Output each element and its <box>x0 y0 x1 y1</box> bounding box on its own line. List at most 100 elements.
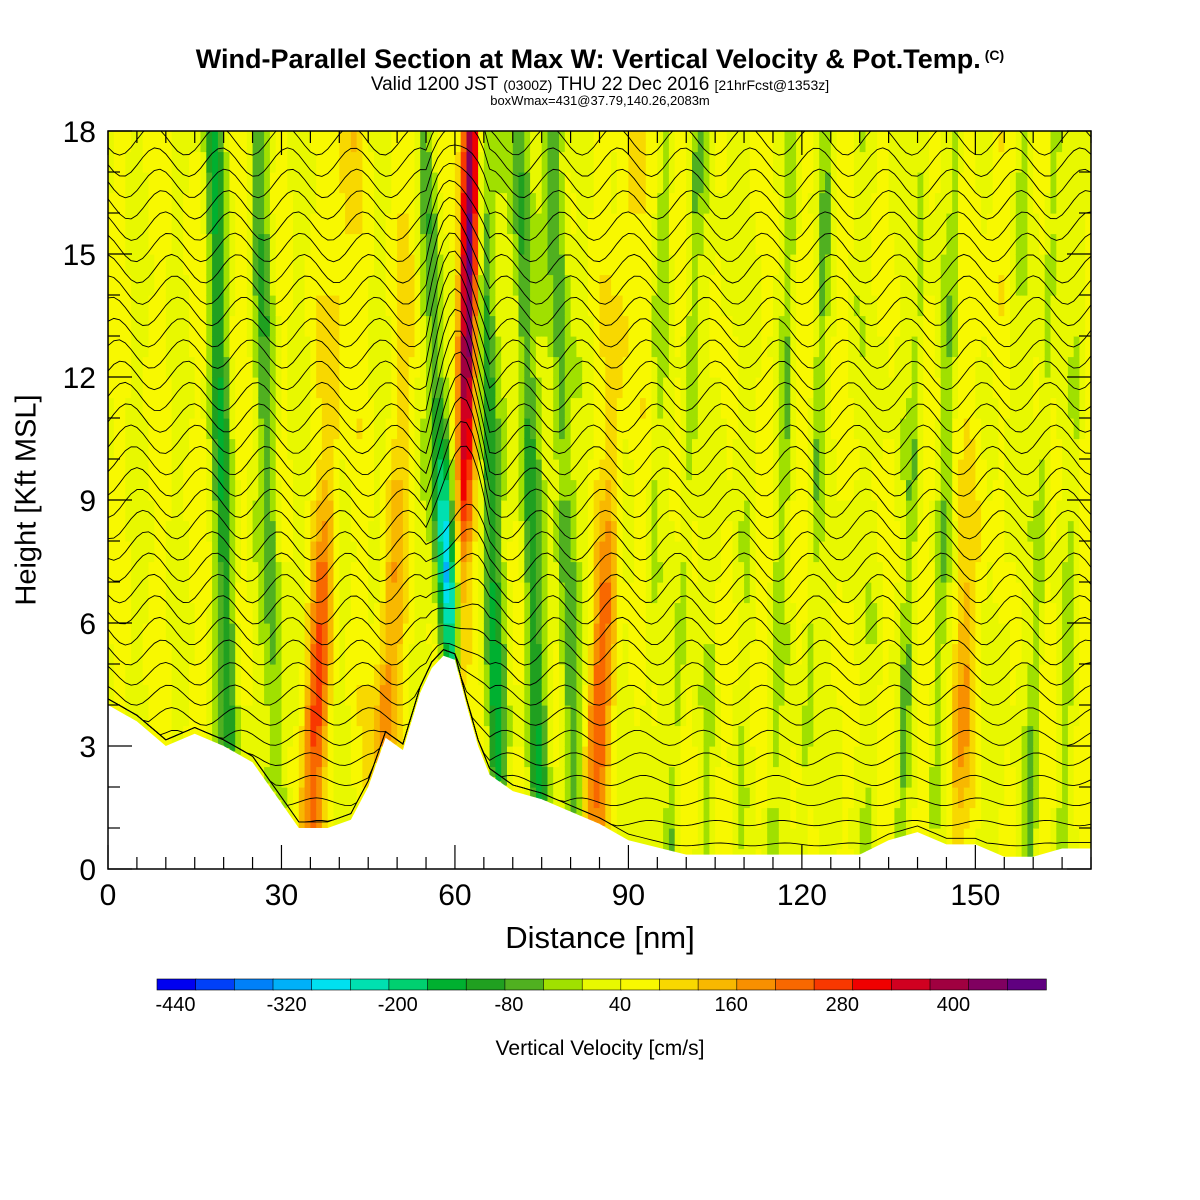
w-cell <box>969 274 976 296</box>
w-cell <box>634 377 641 399</box>
w-cell <box>258 274 265 296</box>
w-cell <box>327 500 335 522</box>
w-cell <box>310 541 317 563</box>
w-cell <box>836 315 843 337</box>
w-cell <box>327 705 335 727</box>
w-cell <box>212 459 219 481</box>
w-cell <box>200 172 207 194</box>
w-cell <box>923 274 930 296</box>
w-cell <box>755 746 762 768</box>
w-cell <box>547 479 554 501</box>
w-cell <box>483 623 491 645</box>
w-cell <box>223 356 230 378</box>
w-cell <box>842 377 849 399</box>
w-cell <box>570 561 577 583</box>
w-cell <box>755 787 762 809</box>
w-cell <box>807 582 815 604</box>
w-cell <box>877 725 884 747</box>
w-cell <box>189 274 196 296</box>
w-cell <box>460 459 468 481</box>
w-cell <box>281 623 288 645</box>
w-cell <box>755 561 762 583</box>
w-cell <box>547 336 554 358</box>
w-cell <box>350 233 358 255</box>
w-cell <box>559 623 566 645</box>
w-cell <box>426 274 433 296</box>
w-cell <box>853 684 861 706</box>
w-cell <box>674 295 682 317</box>
w-cell <box>865 848 872 851</box>
w-cell <box>911 459 919 481</box>
w-cell <box>836 151 843 173</box>
w-cell <box>160 541 167 563</box>
w-cell <box>316 500 323 522</box>
w-cell <box>923 828 930 837</box>
w-cell <box>507 192 514 214</box>
w-cell <box>888 623 895 645</box>
w-cell <box>963 131 971 153</box>
w-cell <box>420 520 427 542</box>
w-cell <box>246 643 254 665</box>
w-cell <box>559 131 566 153</box>
w-cell <box>952 213 959 235</box>
w-cell <box>223 213 230 235</box>
w-cell <box>796 233 803 255</box>
w-cell <box>900 397 907 419</box>
w-cell <box>217 623 225 645</box>
w-cell <box>293 746 300 768</box>
w-cell <box>518 336 525 358</box>
w-cell <box>622 459 629 481</box>
w-cell <box>634 520 641 542</box>
w-cell <box>692 377 699 399</box>
w-cell <box>443 295 450 317</box>
w-cell <box>264 643 271 665</box>
w-cell <box>882 274 890 296</box>
w-cell <box>952 397 959 419</box>
w-cell <box>790 356 797 378</box>
w-cell <box>923 787 930 809</box>
w-cell <box>975 602 982 624</box>
w-cell <box>593 192 601 214</box>
w-cell <box>206 520 213 542</box>
w-cell <box>865 274 872 296</box>
w-cell <box>819 336 826 358</box>
w-cell <box>628 479 635 501</box>
w-cell <box>327 561 335 583</box>
w-cell <box>541 397 549 419</box>
w-cell <box>929 172 936 194</box>
w-cell <box>940 766 948 788</box>
w-cell <box>911 623 919 645</box>
w-cell <box>726 500 734 522</box>
w-cell <box>813 766 820 788</box>
w-cell <box>217 131 225 153</box>
w-cell <box>281 766 288 788</box>
w-cell <box>414 233 421 255</box>
w-cell <box>946 172 953 194</box>
w-cell <box>206 438 213 460</box>
w-cell <box>963 520 971 542</box>
w-cell <box>819 192 826 214</box>
w-cell <box>171 192 178 214</box>
w-cell <box>906 438 913 460</box>
w-cell <box>252 520 259 542</box>
w-cell <box>547 418 554 440</box>
w-cell <box>958 131 965 153</box>
w-cell <box>460 233 468 255</box>
w-cell <box>599 397 606 419</box>
w-cell <box>801 684 809 706</box>
w-cell <box>969 705 976 727</box>
w-cell <box>593 213 601 235</box>
w-cell <box>825 766 832 788</box>
w-cell <box>842 500 849 522</box>
w-cell <box>836 418 843 440</box>
w-cell <box>726 664 734 686</box>
w-cell <box>160 274 167 296</box>
w-cell <box>518 787 525 795</box>
w-cell <box>894 254 901 276</box>
w-cell <box>651 151 658 173</box>
w-cell <box>356 315 363 337</box>
w-cell <box>969 233 976 255</box>
w-cell <box>819 746 826 768</box>
w-cell <box>668 418 676 440</box>
w-cell <box>241 438 248 460</box>
